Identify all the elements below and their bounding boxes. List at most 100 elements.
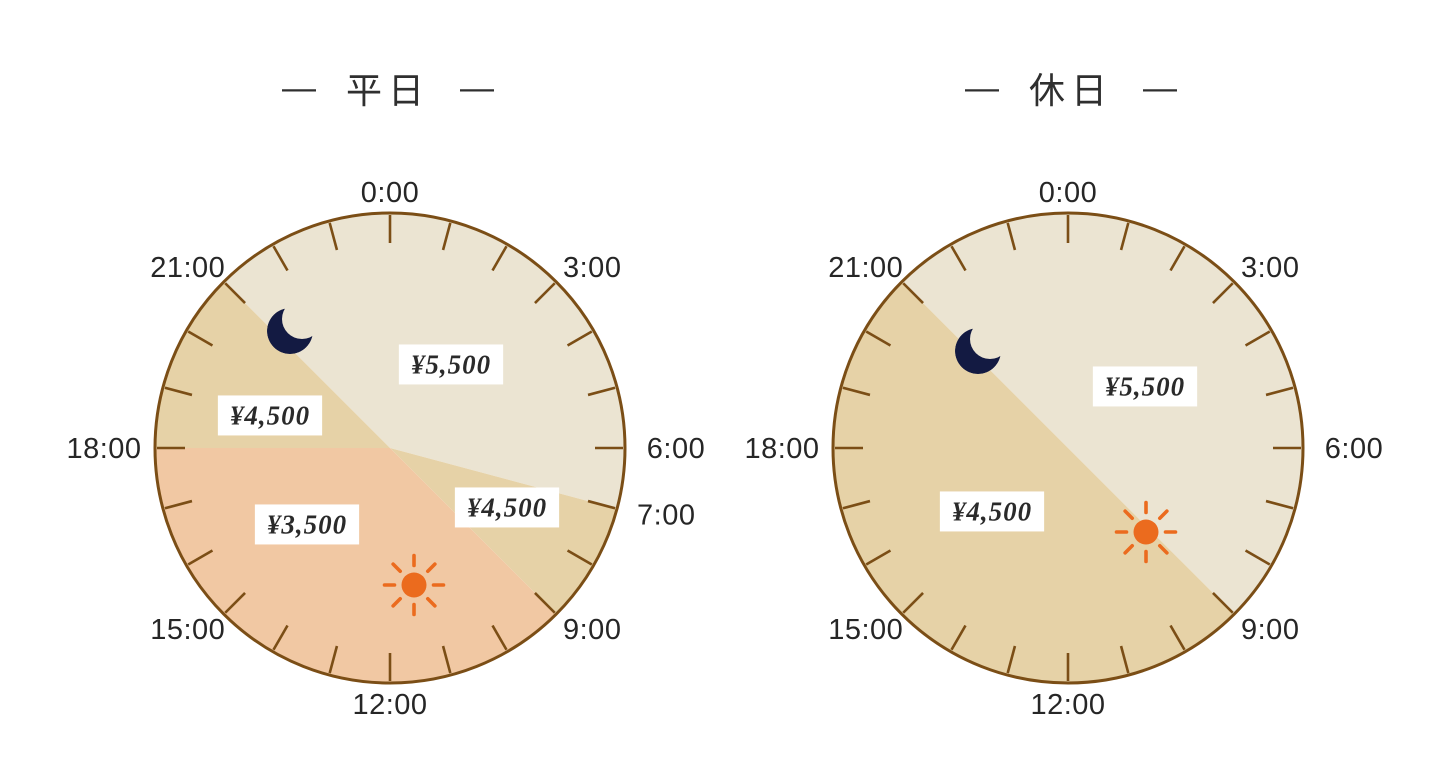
hour-tick xyxy=(1244,330,1271,347)
price-label: ¥5,500 xyxy=(411,349,491,379)
clock-rim xyxy=(831,211,1305,685)
sun-icon xyxy=(382,553,446,617)
hour-label: 9:00 xyxy=(1241,614,1299,646)
hour-label: 0:00 xyxy=(361,177,419,209)
hour-tick xyxy=(1265,386,1294,397)
hour-tick xyxy=(164,499,193,510)
hour-tick xyxy=(491,245,508,272)
hour-label: 7:00 xyxy=(637,499,695,531)
clock-segment xyxy=(390,448,617,615)
sun-ray xyxy=(1157,543,1169,555)
moon-icon xyxy=(267,308,313,354)
sun-icon xyxy=(1114,500,1178,564)
clock-rim xyxy=(153,211,627,685)
hour-tick xyxy=(272,245,289,272)
sun-ray xyxy=(425,562,437,574)
hour-tick xyxy=(865,549,892,566)
price-label: ¥5,500 xyxy=(1105,371,1185,401)
title-dash-right: — xyxy=(460,68,495,107)
hour-tick xyxy=(1169,624,1186,651)
hour-label: 12:00 xyxy=(1030,689,1105,721)
hour-tick xyxy=(842,386,871,397)
hour-label: 3:00 xyxy=(563,252,621,284)
hour-tick xyxy=(1212,282,1234,304)
sun-ray xyxy=(391,562,403,574)
hour-tick xyxy=(1006,645,1017,674)
price-label-box xyxy=(217,395,323,436)
title-dash-left: — xyxy=(281,68,316,107)
hour-tick xyxy=(328,222,339,251)
hour-label: 12:00 xyxy=(352,689,427,721)
hour-tick xyxy=(1265,499,1294,510)
hour-label: 3:00 xyxy=(1241,252,1299,284)
hour-tick xyxy=(1006,222,1017,251)
hour-tick xyxy=(534,592,556,614)
sun-ray xyxy=(1123,509,1135,521)
hour-label: 15:00 xyxy=(150,614,225,646)
hour-label: 15:00 xyxy=(828,614,903,646)
hour-tick xyxy=(566,330,593,347)
hour-tick xyxy=(224,282,246,304)
holiday-title-label: 休日 xyxy=(1028,70,1114,111)
price-label-box xyxy=(398,344,504,385)
hour-tick xyxy=(441,222,452,251)
price-label-box xyxy=(454,487,560,528)
hour-tick xyxy=(272,624,289,651)
price-label-box xyxy=(254,504,360,545)
hour-label: 21:00 xyxy=(150,252,225,284)
hour-label: 21:00 xyxy=(828,252,903,284)
title-dash-right: — xyxy=(1143,68,1178,107)
clock-segment xyxy=(833,281,1235,683)
sun-core xyxy=(401,572,427,598)
price-label: ¥3,500 xyxy=(267,509,347,539)
holiday-title: — 休日 — xyxy=(965,62,1177,114)
hour-tick xyxy=(164,386,193,397)
sun-ray xyxy=(391,596,403,608)
sun-ray xyxy=(1157,509,1169,521)
hour-tick xyxy=(1244,549,1271,566)
hour-tick xyxy=(950,245,967,272)
hour-tick xyxy=(1169,245,1186,272)
hour-tick xyxy=(587,499,616,510)
hour-tick xyxy=(1119,222,1130,251)
price-label-box xyxy=(1092,366,1198,407)
hour-label: 18:00 xyxy=(744,433,819,465)
hour-tick xyxy=(842,499,871,510)
hour-label: 9:00 xyxy=(563,614,621,646)
hour-tick xyxy=(1119,645,1130,674)
hour-tick xyxy=(902,282,924,304)
hour-tick xyxy=(187,549,214,566)
hour-tick xyxy=(441,645,452,674)
holiday-clock-chart: 0:00 3:00 6:00 9:00 12:00 15:00 18:00 21:00 ¥5,5… xyxy=(744,177,1383,721)
weekday-title: — 平日 — xyxy=(282,62,494,114)
sun-ray xyxy=(1123,543,1135,555)
hour-tick xyxy=(902,592,924,614)
hour-tick xyxy=(187,330,214,347)
hour-tick xyxy=(865,330,892,347)
sun-core xyxy=(1133,519,1159,545)
price-label: ¥4,500 xyxy=(467,492,547,522)
price-label: ¥4,500 xyxy=(230,400,310,430)
weekday-clock-chart: 0:00 3:00 6:00 7:00 9:00 12:00 15:00 18:00 21:00… xyxy=(66,177,705,721)
price-label: ¥4,500 xyxy=(952,496,1032,526)
title-dash-left: — xyxy=(964,68,999,107)
hour-label: 6:00 xyxy=(1325,433,1383,465)
hour-tick xyxy=(491,624,508,651)
hour-tick xyxy=(587,386,616,397)
clock-segment xyxy=(901,213,1303,615)
hour-label: 18:00 xyxy=(66,433,141,465)
hour-label: 0:00 xyxy=(1039,177,1097,209)
hour-tick xyxy=(566,549,593,566)
hour-tick xyxy=(950,624,967,651)
hour-tick xyxy=(328,645,339,674)
hour-tick xyxy=(1212,592,1234,614)
weekday-title-label: 平日 xyxy=(345,70,431,111)
hour-tick xyxy=(534,282,556,304)
moon-icon xyxy=(955,328,1001,374)
clock-segment xyxy=(155,281,390,448)
sun-ray xyxy=(425,596,437,608)
hour-tick xyxy=(224,592,246,614)
hour-label: 6:00 xyxy=(647,433,705,465)
